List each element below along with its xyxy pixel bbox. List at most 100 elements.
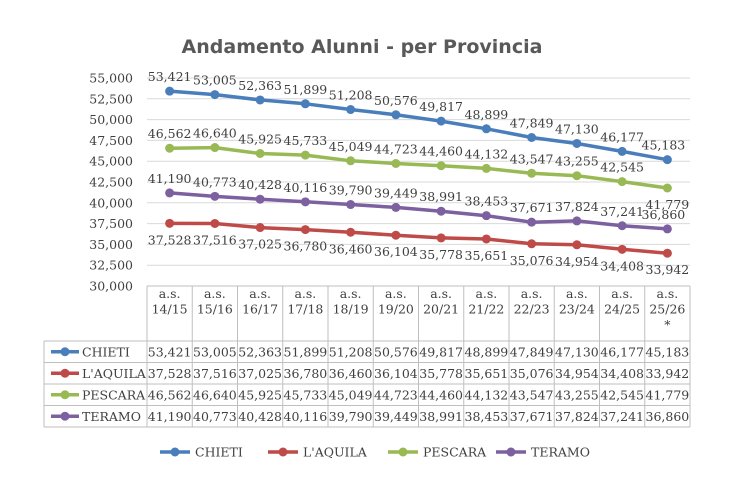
- data-point: [437, 161, 446, 170]
- data-point: [210, 219, 219, 228]
- data-point: [572, 216, 581, 225]
- table-cell: 52,363: [238, 344, 282, 359]
- table-series-name: CHIETI: [82, 344, 130, 359]
- data-point: [482, 124, 491, 133]
- table-cell: 37,824: [555, 409, 599, 424]
- table-cell: 34,954: [555, 366, 599, 381]
- table-cell: 40,773: [193, 409, 237, 424]
- data-label: 46,640: [193, 126, 237, 141]
- data-label: 53,005: [193, 73, 237, 88]
- data-label: 39,790: [329, 183, 373, 198]
- data-point: [618, 245, 627, 254]
- data-point: [437, 207, 446, 216]
- data-label: 49,817: [419, 99, 463, 114]
- table-cell: 41,190: [148, 409, 192, 424]
- table-cell: 37,671: [510, 409, 554, 424]
- table-cell: 42,545: [600, 387, 644, 402]
- data-label: 46,562: [148, 126, 192, 141]
- legend-key-marker: [399, 448, 408, 457]
- table-cell: 45,183: [646, 344, 690, 359]
- category-label: 18/19: [333, 302, 369, 317]
- data-point: [301, 151, 310, 160]
- data-label: 36,780: [284, 239, 328, 254]
- category-label: 23/24: [559, 302, 595, 317]
- data-point: [663, 249, 672, 258]
- legend-key-marker: [279, 448, 288, 457]
- data-label: 37,528: [148, 232, 192, 247]
- category-label: a.s.: [521, 286, 543, 301]
- table-cell: 39,449: [374, 409, 418, 424]
- y-axis: 30,000 32,500 35,000 37,500 40,000 42,500 45,0…: [89, 71, 133, 294]
- category-label: a.s.: [294, 286, 316, 301]
- table-cell: 37,025: [238, 366, 282, 381]
- data-label: 35,778: [419, 247, 463, 262]
- data-point: [210, 143, 219, 152]
- data-label: 40,116: [284, 180, 328, 195]
- data-label: 37,241: [600, 204, 644, 219]
- table-series-name: PESCARA: [82, 387, 146, 402]
- data-label: 44,460: [419, 144, 463, 159]
- data-labels: 53,421 53,005 52,363 51,899 51,208 50,576 49,8…: [148, 69, 690, 277]
- data-point: [210, 192, 219, 201]
- category-label: 15/16: [197, 302, 233, 317]
- y-tick-label: 52,500: [89, 91, 133, 106]
- data-point: [391, 110, 400, 119]
- table-cell: 34,408: [600, 366, 644, 381]
- y-tick-label: 35,000: [89, 237, 133, 252]
- data-label: 44,723: [374, 142, 418, 157]
- category-label: a.s.: [611, 286, 633, 301]
- data-label: 52,363: [238, 78, 282, 93]
- table-series-name: TERAMO: [82, 409, 141, 424]
- category-label: 20/21: [423, 302, 459, 317]
- data-point: [572, 139, 581, 148]
- data-label: 37,516: [193, 232, 237, 247]
- table-cell: 40,116: [284, 409, 328, 424]
- y-tick-label: 40,000: [89, 195, 133, 210]
- table-cell: 36,860: [646, 409, 690, 424]
- data-point: [256, 223, 265, 232]
- legend-key-marker: [171, 448, 180, 457]
- data-label: 38,453: [465, 194, 509, 209]
- category-label: a.s.: [430, 286, 452, 301]
- table-cell: 37,516: [193, 366, 237, 381]
- data-point: [256, 95, 265, 104]
- table-cell: 35,076: [510, 366, 554, 381]
- data-point: [346, 200, 355, 209]
- data-label: 43,547: [510, 151, 554, 166]
- data-label: 45,925: [238, 132, 282, 147]
- data-label: 44,132: [465, 146, 509, 161]
- table-cell: 35,651: [465, 366, 509, 381]
- data-point: [482, 211, 491, 220]
- table-cell: 53,421: [148, 344, 192, 359]
- category-label: a.s.: [340, 286, 362, 301]
- data-point: [391, 159, 400, 168]
- category-label: 21/22: [468, 302, 504, 317]
- data-point: [165, 144, 174, 153]
- data-point: [482, 234, 491, 243]
- y-tick-label: 50,000: [89, 112, 133, 127]
- table-cell: 38,991: [419, 409, 463, 424]
- y-tick-label: 42,500: [89, 175, 133, 190]
- category-label: 16/17: [242, 302, 278, 317]
- legend-label: CHIETI: [195, 445, 243, 460]
- data-point: [301, 197, 310, 206]
- y-tick-label: 32,500: [89, 258, 133, 273]
- category-label: a.s.: [385, 286, 407, 301]
- table-cell: 45,925: [238, 387, 282, 402]
- data-label: 41,190: [148, 171, 192, 186]
- category-label: *: [664, 317, 671, 332]
- data-point: [165, 188, 174, 197]
- category-label: 14/15: [152, 302, 188, 317]
- data-point: [301, 99, 310, 108]
- table-cell: 35,778: [419, 366, 463, 381]
- table-cell: 44,723: [374, 387, 418, 402]
- table-cell: 44,460: [419, 387, 463, 402]
- table-cell: 46,640: [193, 387, 237, 402]
- data-point: [618, 177, 627, 186]
- table-cell: 39,790: [329, 409, 373, 424]
- data-label: 45,183: [642, 138, 686, 153]
- data-label: 42,545: [600, 160, 644, 175]
- data-label: 38,991: [419, 189, 463, 204]
- table-cell: 41,779: [646, 387, 690, 402]
